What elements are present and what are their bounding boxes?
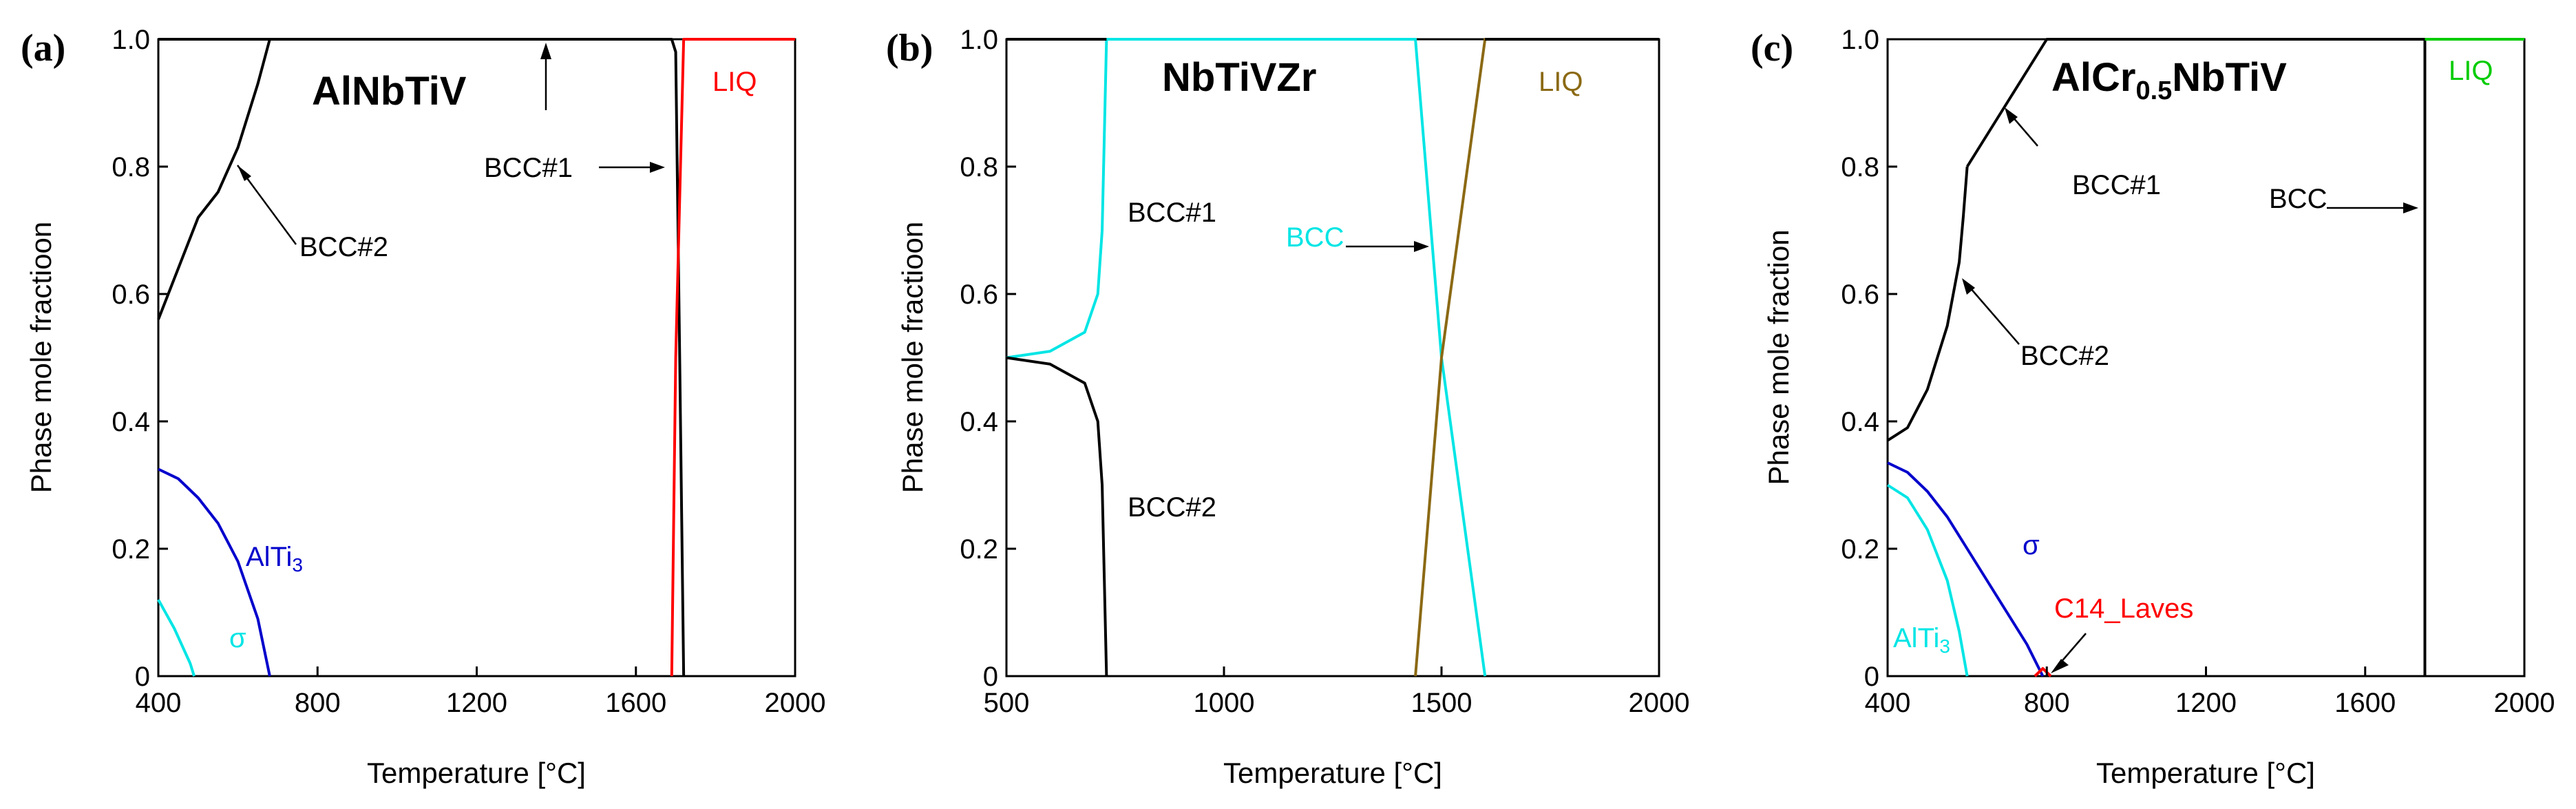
y-tick-label: 1.0 [960,25,998,55]
series-c14-laves [2034,666,2052,677]
series-alti3 [158,467,271,677]
y-tick-label: 0 [135,662,150,692]
label-bcc: BCC [1286,222,1344,253]
label-sigma: σ [229,623,246,653]
plot-frame [1886,38,2526,677]
y-tick-label: 0.2 [1841,534,1879,565]
label-liq: LIQ [2449,56,2493,86]
chart-title: AlNbTiV [312,69,467,114]
y-tick-label: 0.6 [112,280,150,310]
series-liq [1414,38,1659,677]
label-liq: LIQ [712,67,757,97]
y-tick-label: 1.0 [1841,25,1879,55]
arrowhead-bcc1-top [540,43,551,59]
label-bcc1: BCC#1 [484,153,573,183]
x-tick-label: 1200 [2175,688,2237,718]
panel-label: (b) [886,27,933,70]
label-bcc1: BCC#1 [2072,170,2161,200]
x-tick-label: 2000 [2494,688,2555,718]
series-bcc-2 [157,39,271,320]
arrowhead-bcc2 [237,165,251,181]
y-tick-label: 1.0 [112,25,150,55]
axis-ticks: 500 1000 1500 2000 0 0.2 0.4 0.6 0.8 1.0 [960,25,1689,718]
panel-c: 400 800 1200 1600 2000 0 0.2 0.4 0.6 0.8 1.0 (c) A… [1751,25,2555,789]
chart-title: AlCr0.5NbTiV [2051,55,2287,105]
x-tick-label: 1600 [605,688,666,718]
label-alti3: AlTi3 [1893,623,1950,657]
x-tick-label: 400 [1865,688,1911,718]
x-tick-label: 1600 [2334,688,2396,718]
y-tick-label: 0.2 [960,534,998,565]
label-bcc2: BCC#2 [1128,492,1216,523]
data-curves [1006,38,1659,677]
axis-ticks: 400 800 1200 1600 2000 0 0.2 0.4 0.6 0.8 1.0 [1841,25,2555,718]
x-tick-label: 1500 [1411,688,1472,718]
arrowhead-c14 [2051,659,2069,673]
arrowhead-bcc1 [2005,107,2018,124]
x-tick-label: 800 [295,688,341,718]
panel-a: 400 800 1200 1600 2000 0 0.2 0.4 0.6 0.8 1.0 (a) A… [21,25,825,789]
series-bcc-1 [1965,38,2425,168]
y-axis-label: Phase mole fraction [1762,229,1795,485]
series-bcc-1 [1006,38,1487,677]
arrowhead-bcc1 [650,162,665,173]
x-tick-label: 500 [984,688,1030,718]
series-bcc-2 [1886,166,1969,442]
y-tick-label: 0.4 [1841,407,1879,437]
plot-frame [157,38,796,677]
y-tick-label: 0.4 [960,407,998,437]
label-liq: LIQ [1539,67,1583,97]
x-tick-label: 2000 [765,688,826,718]
data-curves [157,38,795,677]
series-- [157,599,196,677]
y-tick-label: 0.6 [1841,280,1879,310]
label-bcc: BCC [2269,184,2327,214]
panel-b: 500 1000 1500 2000 0 0.2 0.4 0.6 0.8 1.0 (b) NbTi… [886,25,1689,789]
x-tick-label: 1200 [446,688,507,718]
x-axis-label: Temperature [°C] [367,757,586,789]
series-bcc-2 [1006,356,1108,677]
y-tick-label: 0.6 [960,280,998,310]
series-alti3 [1886,483,1969,677]
y-tick-label: 0.8 [1841,152,1879,182]
axis-ticks: 400 800 1200 1600 2000 0 0.2 0.4 0.6 0.8 1.0 [112,25,825,718]
label-c14-laves: C14_Laves [2054,593,2193,624]
y-axis-label: Phase mole fractioon [896,222,929,494]
label-bcc2: BCC#2 [2020,341,2109,371]
label-bcc2: BCC#2 [299,232,388,262]
y-tick-label: 0.8 [960,152,998,182]
x-tick-label: 800 [2024,688,2070,718]
y-tick-label: 0.2 [112,534,150,565]
x-axis-label: Temperature [°C] [1223,757,1442,789]
x-tick-label: 1000 [1194,688,1255,718]
series-bcc-1 [158,38,686,677]
y-tick-label: 0.8 [112,152,150,182]
panel-label: (a) [21,27,65,70]
y-axis-label: Phase mole fractioon [25,222,57,494]
x-tick-label: 400 [136,688,182,718]
y-tick-label: 0.4 [112,407,150,437]
label-alti3: AlTi3 [246,542,303,576]
label-bcc1: BCC#1 [1128,198,1216,228]
y-tick-label: 0 [983,662,998,692]
chart-title: NbTiVZr [1162,55,1317,100]
arrowhead-bcc2 [1962,278,1975,295]
x-axis-label: Temperature [°C] [2096,757,2315,789]
series-- [1887,461,2045,677]
series-liq [670,38,795,677]
panel-label: (c) [1751,27,1793,70]
label-sigma: σ [2023,530,2040,560]
arrowhead-bcc [2403,202,2418,213]
arrow-bcc2 [1965,282,2020,345]
data-curves [1886,38,2524,677]
x-tick-label: 2000 [1629,688,1690,718]
y-tick-label: 0 [1864,662,1879,692]
arrowhead-bcc [1414,241,1429,252]
